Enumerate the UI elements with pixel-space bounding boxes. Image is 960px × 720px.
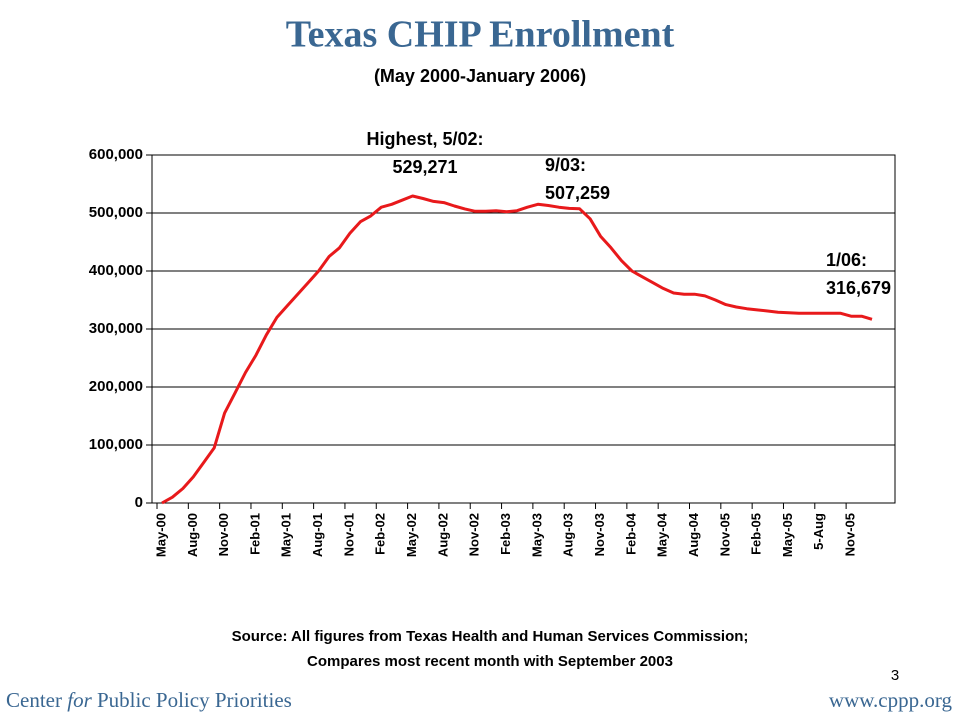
x-tick-label: Nov-03	[592, 513, 607, 556]
x-tick-label: Aug-00	[185, 513, 200, 557]
x-tick-label: May-01	[279, 513, 294, 557]
x-tick-label: Feb-05	[749, 513, 764, 555]
x-tick-label: May-05	[780, 513, 795, 557]
x-tick-label: May-03	[529, 513, 544, 557]
footer-organization: Center for Public Policy Priorities	[6, 688, 292, 712]
x-tick-label: Aug-01	[310, 513, 325, 557]
footer-text: Public Policy Priorities	[97, 688, 292, 712]
data-line	[161, 194, 873, 505]
x-tick-label: Feb-01	[247, 513, 262, 555]
y-tick-label: 200,000	[89, 378, 143, 395]
x-tick-label: Nov-01	[341, 513, 356, 556]
x-tick-label: Feb-03	[498, 513, 513, 555]
x-tick-label: May-04	[655, 512, 670, 557]
x-tick-label: Nov-02	[467, 513, 482, 556]
annotation: 9/03:	[545, 155, 586, 175]
footer-website: www.cppp.org	[829, 688, 953, 712]
x-tick-label: Aug-02	[435, 513, 450, 557]
y-tick-label: 300,000	[89, 320, 143, 337]
x-tick-label: Aug-03	[561, 513, 576, 557]
annotation: 507,259	[545, 183, 610, 203]
source-note: Compares most recent month with Septembe…	[307, 653, 673, 670]
page-number: 3	[891, 667, 899, 684]
x-tick-label: Nov-05	[717, 513, 732, 556]
y-tick-label: 0	[135, 494, 143, 511]
x-tick-label: May-02	[404, 513, 419, 557]
y-tick-label: 100,000	[89, 436, 143, 453]
chart-subtitle: (May 2000-January 2006)	[374, 66, 586, 86]
annotation: 529,271	[392, 157, 457, 177]
footer-text: for	[67, 688, 92, 712]
x-tick-label: Aug-04	[686, 512, 701, 557]
x-tick-label: Feb-02	[373, 513, 388, 555]
x-tick-label: Nov-00	[216, 513, 231, 556]
source-note: Source: All figures from Texas Health an…	[232, 628, 749, 645]
x-tick-label: Nov-05	[843, 513, 858, 556]
annotation: 316,679	[826, 278, 891, 298]
x-tick-label: Feb-04	[623, 512, 638, 555]
annotation: 1/06:	[826, 250, 867, 270]
x-tick-label: May-00	[153, 513, 168, 557]
y-tick-label: 400,000	[89, 262, 143, 279]
chart-title: Texas CHIP Enrollment	[286, 14, 675, 56]
annotation: Highest, 5/02:	[366, 129, 483, 149]
x-tick-label: 5-Aug	[811, 513, 826, 550]
footer-text: Center	[6, 688, 62, 712]
y-tick-label: 600,000	[89, 146, 143, 163]
y-tick-label: 500,000	[89, 204, 143, 221]
